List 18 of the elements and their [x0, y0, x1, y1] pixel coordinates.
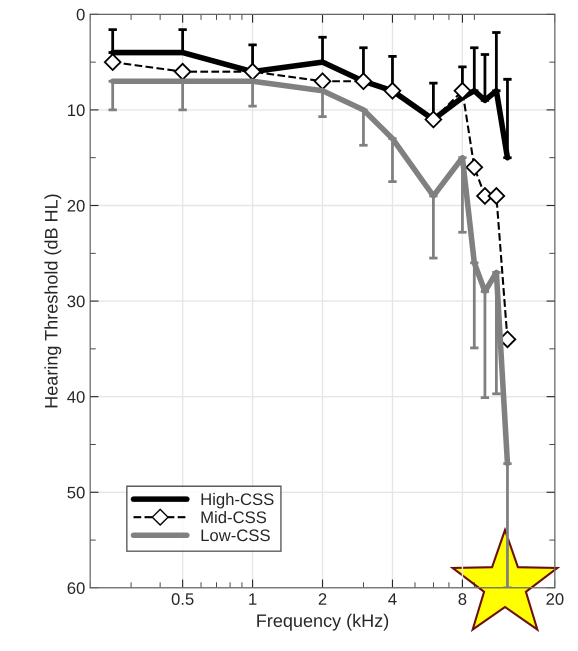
legend-label: High-CSS	[202, 492, 274, 508]
x-tick-label: 20	[546, 593, 564, 605]
y-tick-label: 10	[68, 104, 85, 116]
x-tick-label: 8	[458, 593, 466, 605]
y-tick-label: 20	[68, 200, 85, 212]
x-tick-label: 1	[249, 593, 256, 605]
y-tick-label: 60	[68, 582, 85, 594]
legend-label: Mid-CSS	[202, 510, 266, 524]
x-tick-label: 0.5	[172, 593, 194, 605]
x-tick-label: 4	[388, 593, 397, 605]
y-tick-label: 50	[67, 486, 85, 498]
x-axis-title: Frequency (kHz)	[257, 614, 388, 631]
y-tick-label: 30	[67, 295, 85, 308]
y-tick-label: 0	[76, 8, 85, 21]
y-axis-title: Hearing Threshold (dB HL)	[44, 194, 62, 408]
y-tick-label: 40	[67, 391, 85, 403]
x-tick-label: 2	[318, 593, 326, 605]
legend-label: Low-CSS	[202, 529, 270, 542]
